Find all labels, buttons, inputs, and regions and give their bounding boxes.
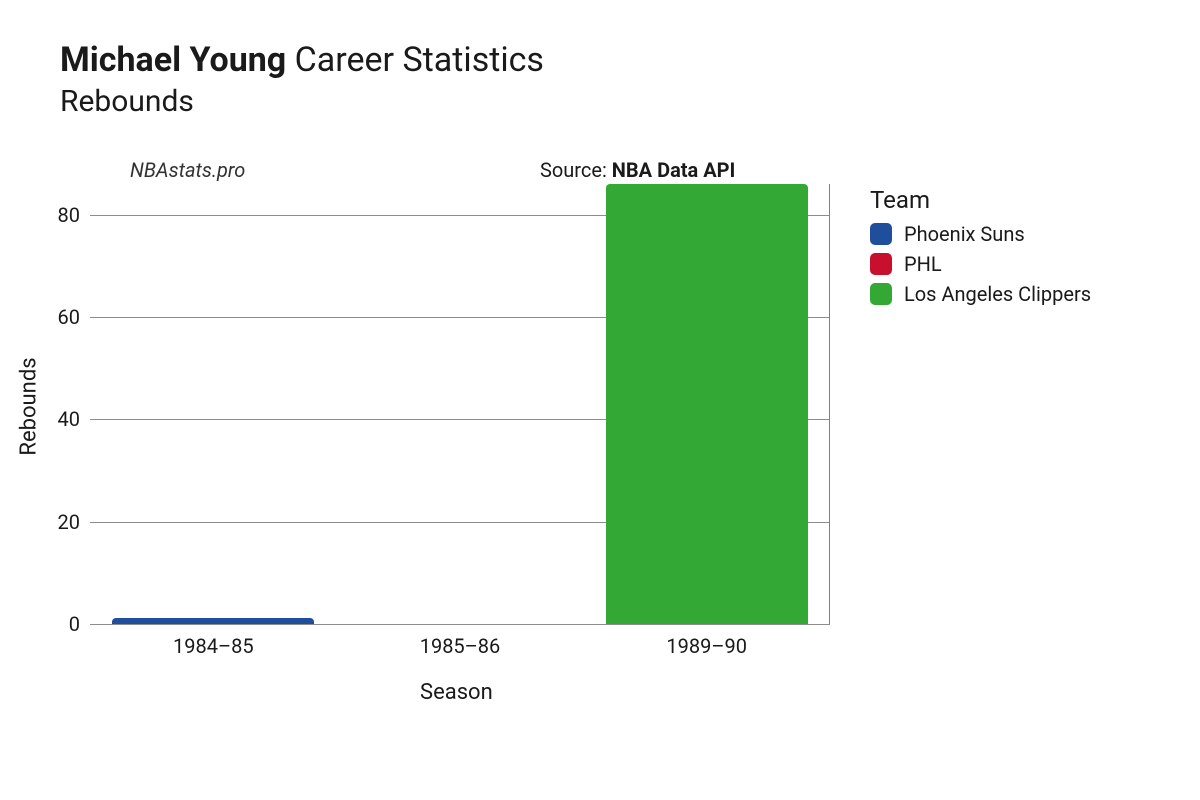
y-tick-label: 60 bbox=[58, 305, 80, 329]
legend-label: PHL bbox=[904, 252, 942, 276]
x-tick-label: 1985–86 bbox=[420, 634, 501, 658]
bar bbox=[112, 618, 314, 624]
bar bbox=[606, 184, 808, 624]
y-tick-label: 40 bbox=[58, 407, 80, 431]
x-axis-title: Season bbox=[420, 680, 493, 705]
legend-swatch bbox=[870, 223, 892, 245]
watermark-text: NBAstats.pro bbox=[130, 158, 245, 182]
x-tick-label: 1989–90 bbox=[666, 634, 747, 658]
title-bold: Michael Young bbox=[60, 40, 286, 80]
legend-swatch bbox=[870, 253, 892, 275]
y-axis-title: Rebounds bbox=[17, 357, 42, 455]
gridline bbox=[90, 624, 830, 625]
axis-right-spine bbox=[829, 184, 830, 624]
legend-item: Los Angeles Clippers bbox=[870, 282, 1091, 306]
legend-label: Los Angeles Clippers bbox=[904, 282, 1091, 306]
legend: Team Phoenix Suns PHL Los Angeles Clippers bbox=[870, 186, 1091, 312]
x-tick-label: 1984–85 bbox=[173, 634, 254, 658]
source-attribution: Source: NBA Data API bbox=[540, 158, 735, 182]
chart-title: Michael Young Career Statistics bbox=[60, 40, 544, 80]
legend-item: PHL bbox=[870, 252, 1091, 276]
chart-subtitle: Rebounds bbox=[60, 84, 544, 119]
legend-swatch bbox=[870, 283, 892, 305]
legend-item: Phoenix Suns bbox=[870, 222, 1091, 246]
legend-title: Team bbox=[870, 186, 1091, 214]
y-tick-label: 0 bbox=[69, 612, 80, 636]
legend-label: Phoenix Suns bbox=[904, 222, 1025, 246]
source-prefix: Source: bbox=[540, 158, 612, 182]
chart-title-block: Michael Young Career Statistics Rebounds bbox=[60, 40, 544, 119]
source-name: NBA Data API bbox=[612, 158, 736, 182]
plot-area: 0204060801984–851985–861989–90 bbox=[90, 184, 830, 624]
y-tick-label: 80 bbox=[58, 203, 80, 227]
title-rest: Career Statistics bbox=[286, 40, 544, 80]
y-tick-label: 20 bbox=[58, 510, 80, 534]
